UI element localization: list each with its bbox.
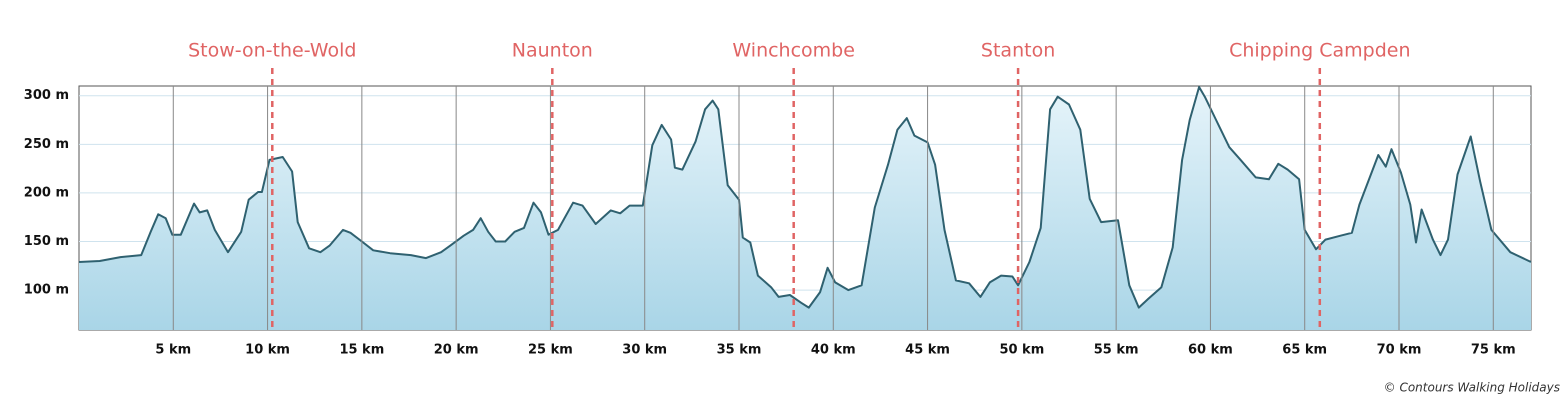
y-tick-label: 100 m [24, 283, 69, 298]
x-tick-label: 55 km [1094, 343, 1139, 358]
x-tick-label: 15 km [339, 343, 384, 358]
x-tick-label: 70 km [1377, 343, 1422, 358]
y-tick-label: 200 m [24, 185, 69, 200]
y-tick-label: 150 m [24, 234, 69, 249]
x-tick-label: 25 km [528, 343, 573, 358]
x-tick-label: 60 km [1188, 343, 1233, 358]
town-label: Stow-on-the-Wold [188, 40, 356, 62]
y-tick-label: 250 m [24, 137, 69, 152]
credit: © Contours Walking Holidays [1384, 381, 1560, 395]
town-label: Chipping Campden [1229, 40, 1410, 62]
town-label: Winchcombe [732, 40, 855, 62]
town-label: Stanton [981, 40, 1055, 62]
area-fill [79, 87, 1531, 330]
x-tick-label: 30 km [622, 343, 667, 358]
x-tick-label: 65 km [1282, 343, 1327, 358]
x-tick-label: 35 km [717, 343, 762, 358]
x-tick-label: 10 km [245, 343, 290, 358]
x-tick-label: 50 km [999, 343, 1044, 358]
x-tick-label: 75 km [1471, 343, 1516, 358]
x-tick-label: 45 km [905, 343, 950, 358]
x-tick-label: 20 km [434, 343, 479, 358]
town-label: Naunton [512, 40, 593, 62]
x-tick-label: 5 km [155, 343, 191, 358]
y-tick-label: 300 m [24, 88, 69, 103]
x-tick-label: 40 km [811, 343, 856, 358]
elevation-line [78, 86, 1532, 309]
